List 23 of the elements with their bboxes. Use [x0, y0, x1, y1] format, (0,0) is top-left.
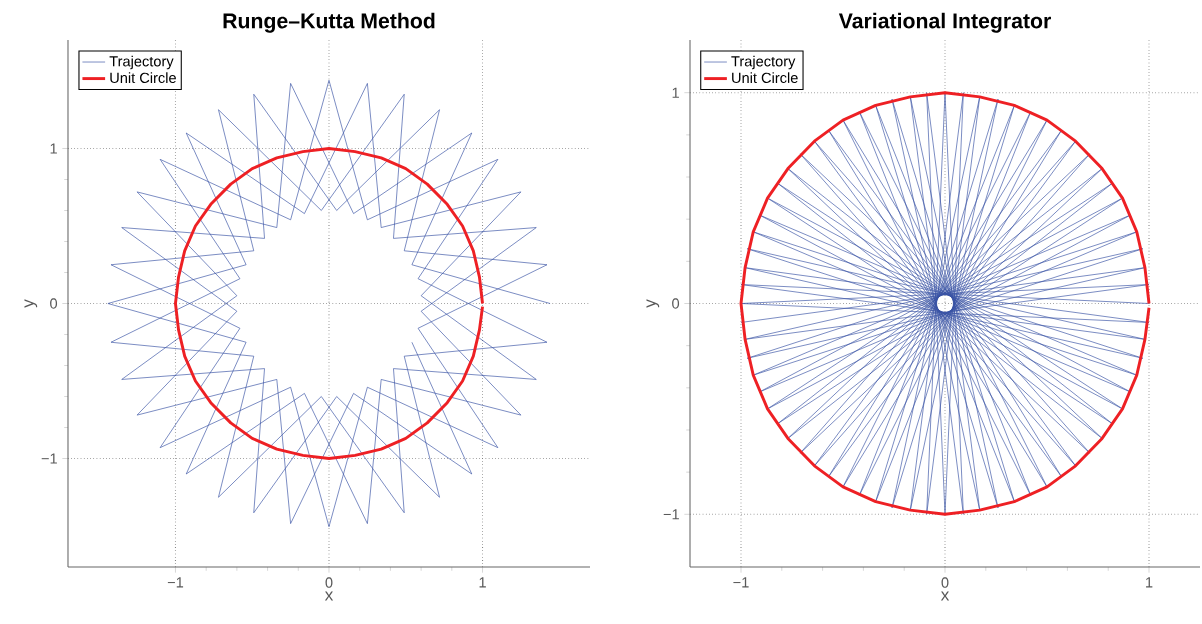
x-tick-label: −1	[733, 577, 749, 588]
y-tick-label: 1	[50, 143, 57, 154]
chart-title: Runge–Kutta Method	[223, 12, 435, 33]
x-tick-label: 0	[325, 577, 333, 588]
y-axis-title: y	[646, 299, 660, 308]
x-tick-label: 0	[941, 577, 949, 588]
y-axis-title: y	[24, 299, 38, 308]
x-tick-label: 1	[1146, 577, 1153, 588]
legend-label: Trajectory	[731, 55, 796, 70]
x-tick-label: −1	[167, 577, 184, 588]
y-tick-label: 0	[672, 298, 680, 309]
y-tick-label: 1	[672, 87, 679, 98]
x-axis-title: x	[324, 591, 334, 601]
y-tick-label: −1	[663, 509, 679, 520]
line-series	[174, 147, 484, 460]
legend-label: Trajectory	[109, 55, 174, 70]
x-axis-title: x	[940, 591, 950, 601]
y-tick-label: −1	[41, 453, 57, 464]
legend-label: Unit Circle	[732, 72, 798, 84]
chart-title: Variational Integrator	[838, 12, 1051, 33]
legend-label: Unit Circle	[110, 72, 176, 84]
x-tick-label: 1	[479, 577, 486, 588]
y-tick-label: 0	[50, 298, 58, 309]
